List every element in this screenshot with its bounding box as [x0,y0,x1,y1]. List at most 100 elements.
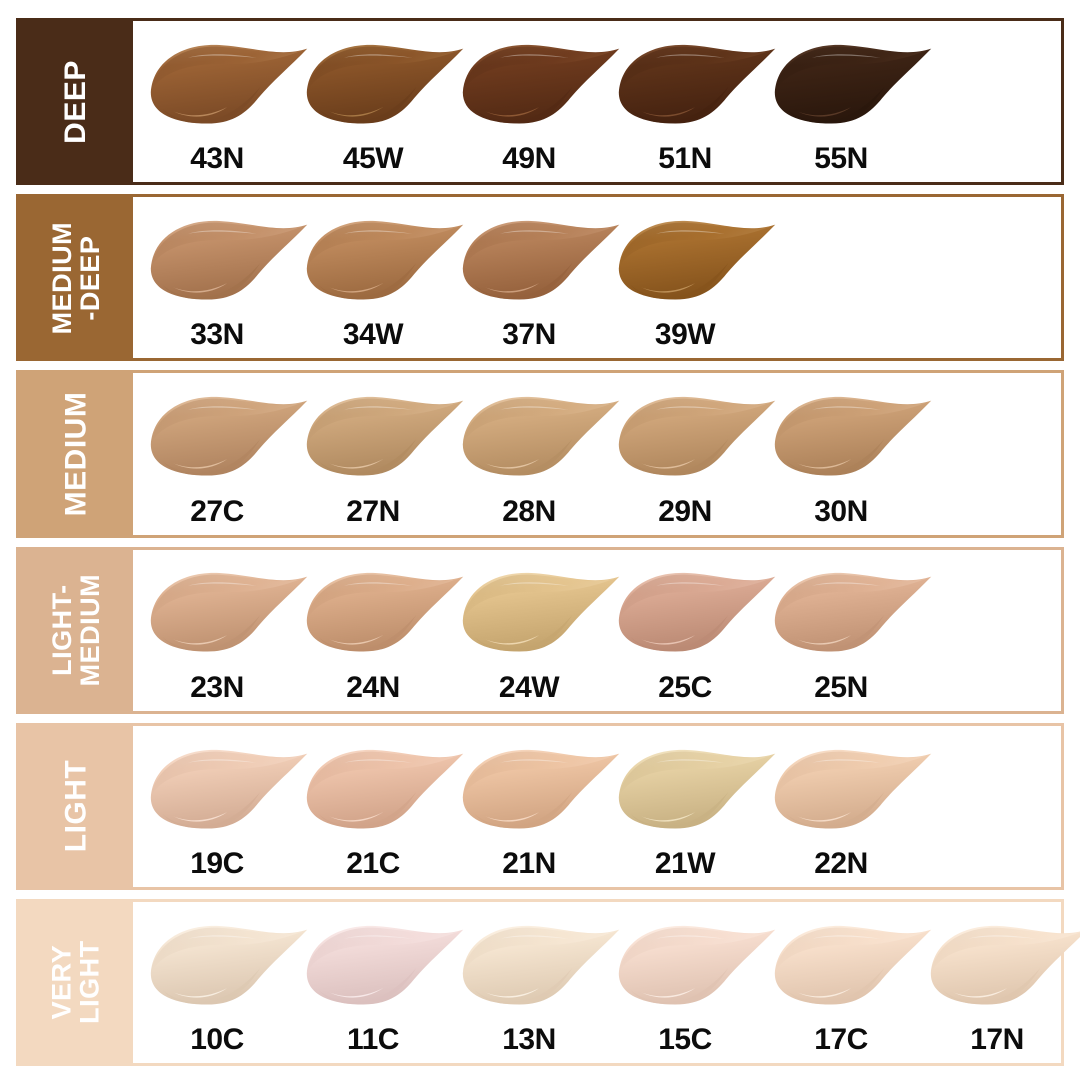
shade-swatch-49n[interactable]: 49N [451,21,620,182]
foundation-smear-icon [455,386,631,496]
shade-code-label: 25C [658,670,712,704]
foundation-smear-icon [767,386,943,496]
shade-code-label: 27C [190,494,244,528]
shade-category-label: LIGHT- MEDIUM [46,573,105,687]
shade-code-label: 24W [498,670,560,704]
shade-code-label: 45W [342,142,404,176]
shade-code-label: 15C [658,1023,712,1057]
shade-code-label: 10C [190,1023,244,1057]
shade-swatch-25n[interactable]: 25N [763,550,932,711]
shade-swatch-24n[interactable]: 24N [295,550,464,711]
foundation-smear-icon [299,210,475,320]
shade-swatch-24w[interactable]: 24W [451,550,620,711]
foundation-smear-icon [299,739,475,849]
shade-row: MEDIUM -DEEP 33N 34W [16,194,1064,362]
shade-swatch-11c[interactable]: 11C [295,902,464,1063]
foundation-smear-icon [611,562,787,672]
shade-code-label: 19C [190,846,244,880]
shade-swatch-55n[interactable]: 55N [763,21,932,182]
shade-swatch-21w[interactable]: 21W [607,726,776,887]
foundation-smear-icon [611,210,787,320]
shade-swatch-29n[interactable]: 29N [607,373,776,534]
shade-code-label: 55N [814,142,868,176]
shade-code-label: 27N [346,494,400,528]
shade-code-label: 33N [190,318,244,352]
shade-swatch-10c[interactable]: 10C [139,902,308,1063]
shade-swatch-25c[interactable]: 25C [607,550,776,711]
shade-category-band: VERY LIGHT [19,901,133,1064]
shade-swatch-23n[interactable]: 23N [139,550,308,711]
shade-swatch-17n[interactable]: 17N [919,902,1080,1063]
swatch-list: 23N 24N 24W [133,550,1061,711]
shade-swatch-28n[interactable]: 28N [451,373,620,534]
foundation-smear-icon [611,915,787,1025]
shade-swatch-43n[interactable]: 43N [139,21,308,182]
shade-code-label: 43N [190,142,244,176]
foundation-smear-icon [143,210,319,320]
foundation-smear-icon [611,386,787,496]
shade-category-band: MEDIUM -DEEP [19,197,133,359]
shade-code-label: 34W [342,318,404,352]
shade-code-label: 17C [814,1023,868,1057]
swatch-list: 43N 45W 49N [133,21,1061,182]
shade-category-label: MEDIUM [59,391,92,517]
shade-swatch-17c[interactable]: 17C [763,902,932,1063]
shade-swatch-30n[interactable]: 30N [763,373,932,534]
foundation-smear-icon [455,915,631,1025]
shade-code-label: 24N [346,670,400,704]
shade-category-band: DEEP [19,21,133,183]
shade-swatch-22n[interactable]: 22N [763,726,932,887]
foundation-smear-icon [767,739,943,849]
shade-swatch-37n[interactable]: 37N [451,197,620,358]
shade-code-label: 23N [190,670,244,704]
foundation-smear-icon [923,915,1080,1025]
foundation-smear-icon [143,915,319,1025]
foundation-smear-icon [611,34,787,144]
foundation-smear-icon [143,34,319,144]
shade-code-label: 30N [814,494,868,528]
swatch-list: 27C 27N 28N [133,373,1061,534]
shade-swatch-51n[interactable]: 51N [607,21,776,182]
foundation-smear-icon [455,34,631,144]
shade-swatch-45w[interactable]: 45W [295,21,464,182]
shade-row: LIGHT- MEDIUM 23N 24N [16,546,1064,714]
shade-code-label: 11C [347,1023,399,1057]
shade-swatch-27c[interactable]: 27C [139,373,308,534]
shade-swatch-21c[interactable]: 21C [295,726,464,887]
shade-swatch-15c[interactable]: 15C [607,902,776,1063]
shade-code-label: 29N [658,494,712,528]
shade-row: MEDIUM 27C 27N [16,370,1064,538]
shade-row: DEEP 43N 45W [16,18,1064,186]
foundation-smear-icon [767,562,943,672]
shade-code-label: 49N [502,142,556,176]
foundation-smear-icon [143,386,319,496]
foundation-smear-icon [611,739,787,849]
foundation-smear-icon [299,34,475,144]
swatch-list: 10C 11C 13N [133,902,1080,1063]
shade-code-label: 21N [502,846,556,880]
shade-swatch-13n[interactable]: 13N [451,902,620,1063]
shade-code-label: 37N [502,318,556,352]
shade-swatch-19c[interactable]: 19C [139,726,308,887]
foundation-smear-icon [143,562,319,672]
foundation-smear-icon [299,562,475,672]
shade-swatch-33n[interactable]: 33N [139,197,308,358]
shade-code-label: 21C [346,846,400,880]
shade-category-label: MEDIUM -DEEP [46,221,105,335]
shade-category-label: DEEP [58,59,92,144]
shade-swatch-34w[interactable]: 34W [295,197,464,358]
shade-swatch-21n[interactable]: 21N [451,726,620,887]
shade-swatch-27n[interactable]: 27N [295,373,464,534]
shade-category-band: LIGHT- MEDIUM [19,549,133,711]
swatch-list: 33N 34W 37N [133,197,1061,358]
shade-row: LIGHT 19C 21C [16,722,1064,890]
foundation-smear-icon [299,386,475,496]
shade-category-label: VERY LIGHT [46,940,105,1025]
shade-code-label: 13N [502,1023,556,1057]
shade-code-label: 22N [814,846,868,880]
shade-swatch-39w[interactable]: 39W [607,197,776,358]
shade-row: VERY LIGHT 10C 11C [16,898,1080,1067]
foundation-smear-icon [767,915,943,1025]
shade-code-label: 51N [658,142,712,176]
